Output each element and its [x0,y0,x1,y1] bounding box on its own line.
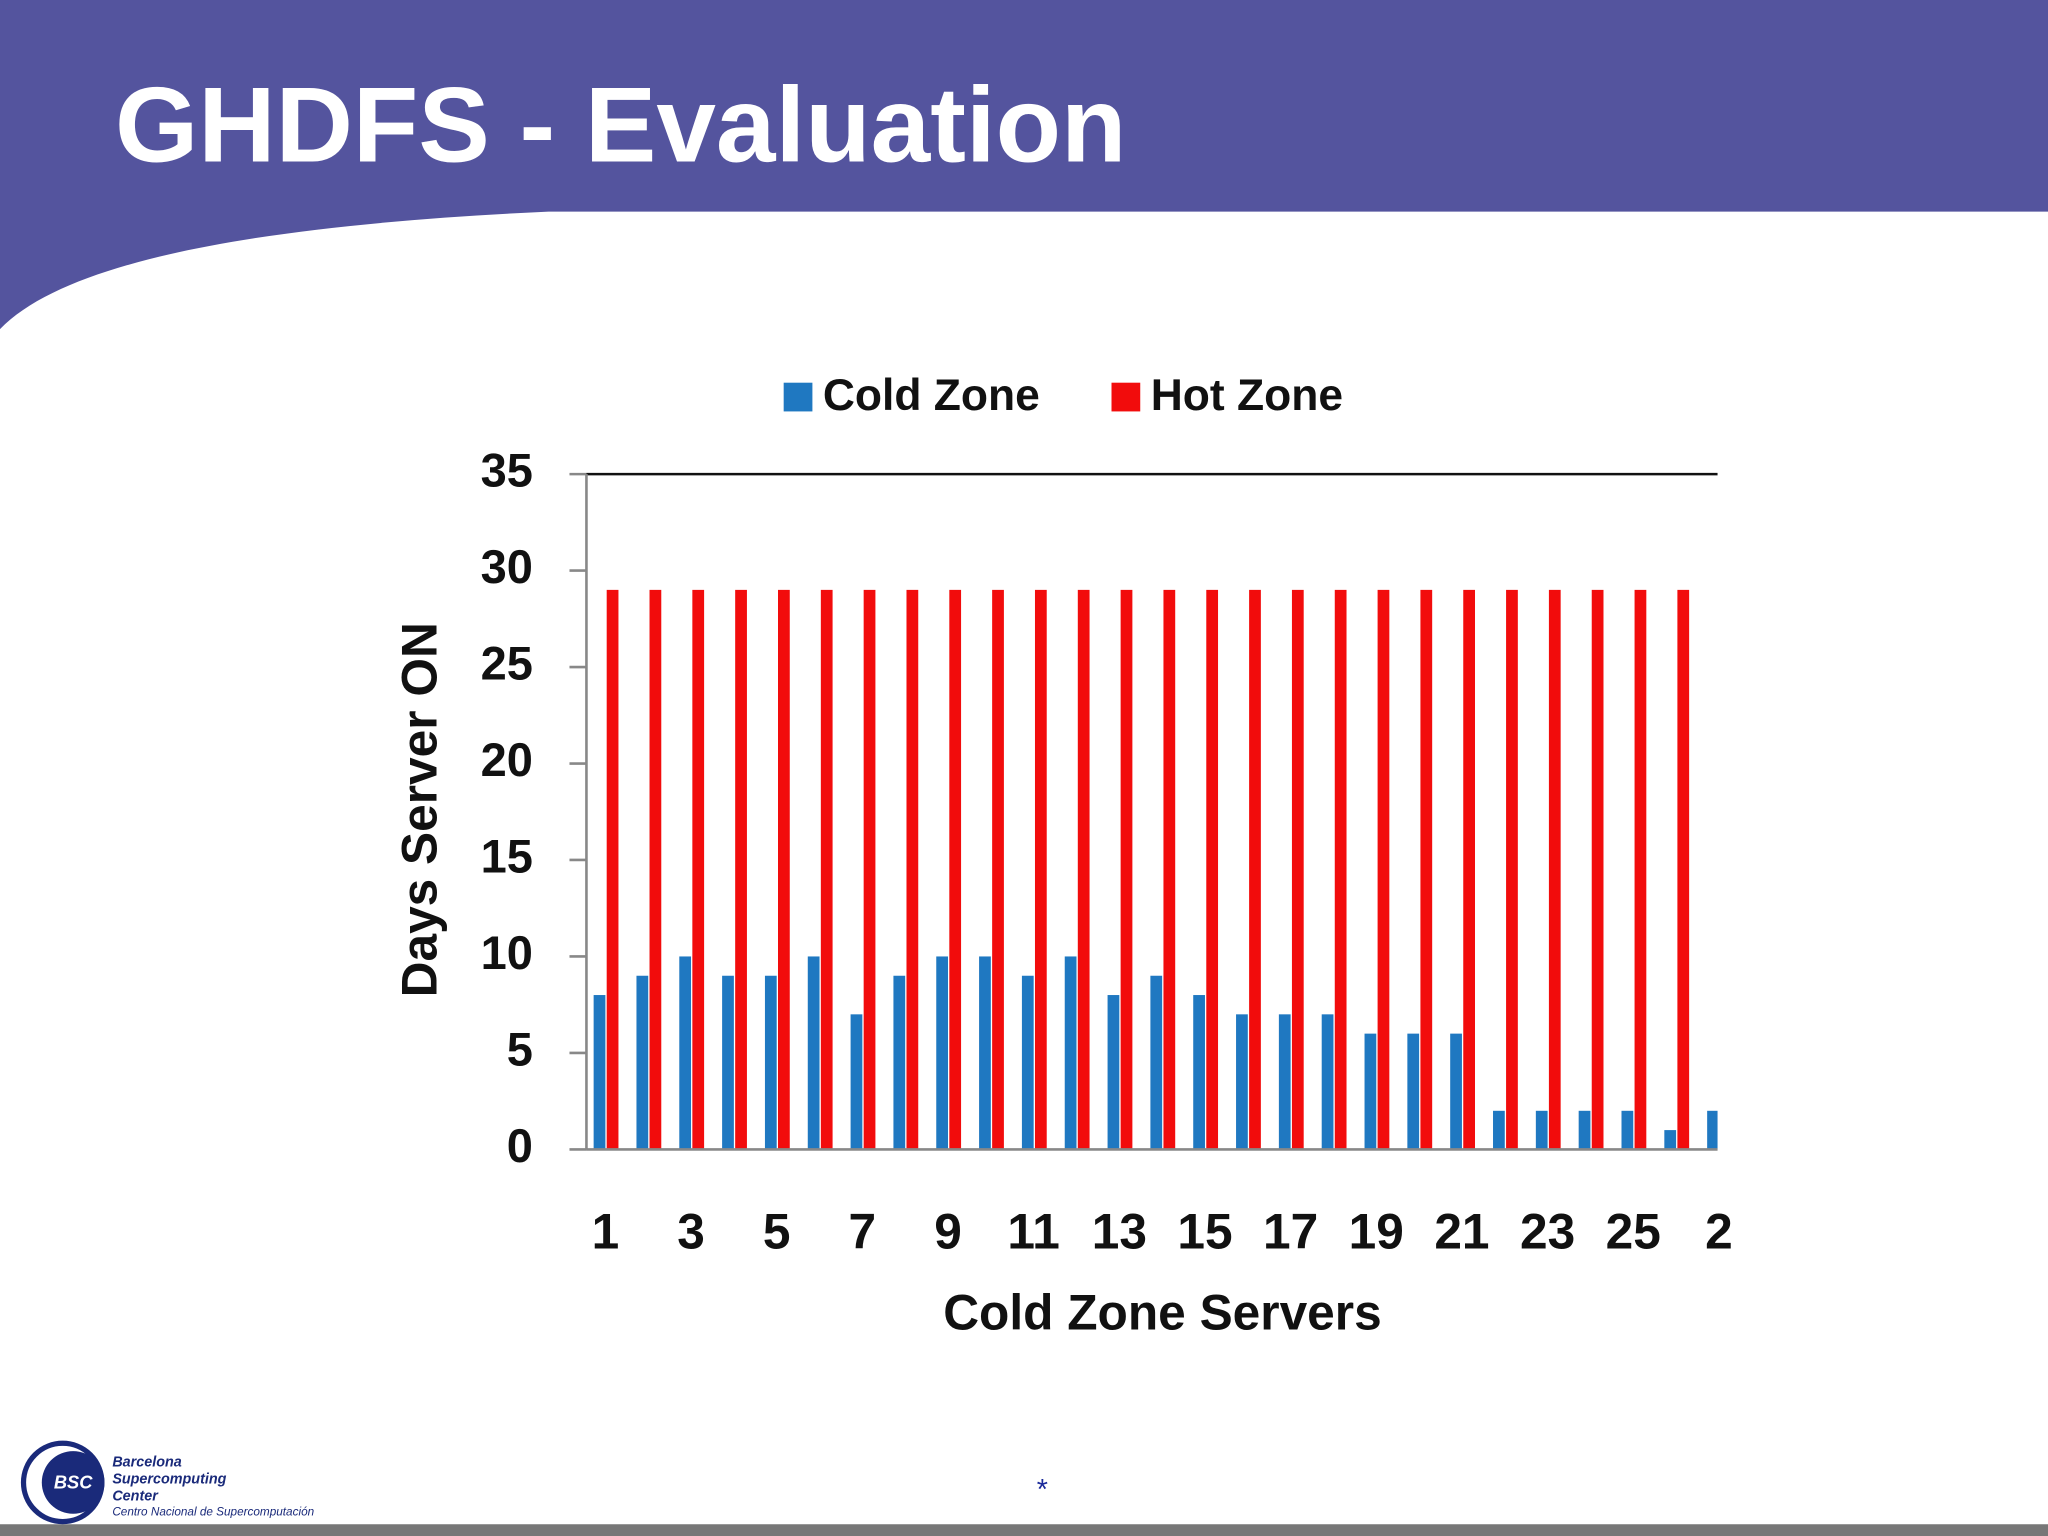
org-line: Supercomputing [112,1472,226,1488]
y-tick-label: 0 [507,1119,533,1172]
bar [1535,1110,1548,1150]
bar [820,589,833,1150]
bar [1206,589,1219,1150]
bar [722,975,734,1150]
bar [936,956,949,1150]
x-axis-title: Cold Zone Servers [943,1285,1381,1341]
org-line: Barcelona [112,1455,181,1471]
bar [1278,1014,1291,1150]
bar [1107,995,1120,1150]
bar [1163,589,1176,1150]
bar [1463,589,1476,1150]
slide-title: GHDFS - Evaluation [115,65,1127,185]
bar [1506,589,1518,1150]
footer-bar [0,1524,2048,1536]
logo-disc [41,1451,105,1514]
footer-mark: * [1037,1474,1048,1506]
y-axis-title: Days Server ON [391,622,447,997]
bar [1377,589,1390,1150]
bar [807,956,820,1150]
x-tick-label: 9 [934,1204,962,1260]
y-tick-label: 20 [481,733,533,786]
legend-swatch [1111,382,1141,412]
bar [593,995,606,1150]
x-tick-label: 11 [1007,1204,1059,1260]
bar [778,589,790,1150]
x-tick-label: 19 [1349,1204,1404,1260]
bar [1321,1014,1334,1150]
plot-area [593,589,1718,1150]
bar [1707,1110,1718,1150]
bar [1291,589,1304,1150]
x-tick-label: 25 [1606,1204,1661,1260]
y-tick-label: 15 [481,829,533,882]
bar [1150,975,1163,1150]
bar [1420,589,1433,1150]
bar [1634,589,1647,1150]
bar [764,975,777,1150]
bar [1236,1014,1248,1150]
bar [1591,589,1604,1150]
bar [1450,1033,1462,1150]
x-tick-label: 17 [1263,1204,1318,1260]
bar [1578,1110,1591,1150]
legend-swatch [783,382,813,412]
bar [606,589,619,1150]
x-tick-label: 1 [592,1204,620,1260]
bar [1021,975,1034,1150]
bar [649,589,662,1150]
bar [1077,589,1090,1150]
org-line: Center [112,1489,159,1505]
bar [850,1014,863,1150]
legend-label: Cold Zone [823,371,1040,420]
bar [679,956,692,1150]
bar [1120,589,1133,1150]
bar [1493,1110,1505,1150]
x-tick-label: 23 [1520,1204,1575,1260]
bar [636,975,649,1150]
y-tick-label: 10 [481,926,533,979]
header-band [0,0,2048,330]
y-tick-label: 35 [481,444,533,497]
bar [1064,956,1077,1150]
y-tick-label: 25 [481,636,533,689]
bar [1407,1033,1420,1150]
bar [735,589,747,1150]
bar [979,956,991,1150]
org-subtitle: Centro Nacional de Supercomputación [112,1506,314,1519]
logo-text: BSC [54,1472,93,1493]
bar [863,589,876,1150]
x-tick-label: 5 [763,1204,791,1260]
x-tick-label: 13 [1092,1204,1147,1260]
y-tick-label: 5 [507,1022,533,1075]
bar [1364,1033,1377,1150]
bar [692,589,705,1150]
bar [893,975,906,1150]
bar [992,589,1004,1150]
bar [1621,1110,1634,1150]
bar [906,589,919,1150]
x-tick-label: 21 [1434,1204,1489,1260]
legend-label: Hot Zone [1151,371,1343,420]
bar [1193,995,1205,1150]
x-tick-label: 15 [1177,1204,1232,1260]
bar [1677,589,1690,1150]
x-tick-label: 3 [677,1204,705,1260]
bar [1249,589,1261,1150]
bar [1548,589,1561,1150]
bar [1334,589,1347,1150]
bar [1034,589,1047,1150]
y-tick-label: 30 [481,540,533,593]
x-tick-label: 2 [1705,1204,1733,1260]
bar [949,589,962,1150]
bar [1664,1130,1677,1150]
x-tick-label: 7 [849,1204,877,1260]
